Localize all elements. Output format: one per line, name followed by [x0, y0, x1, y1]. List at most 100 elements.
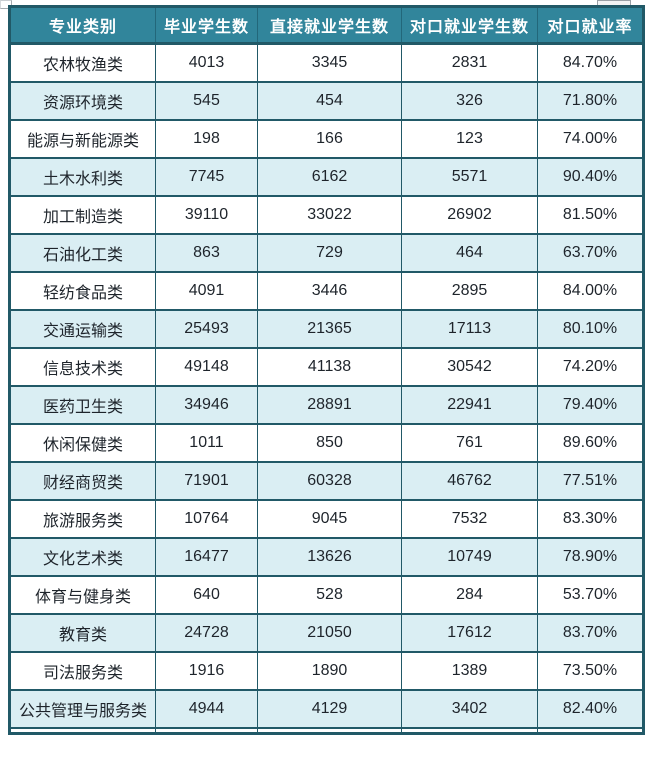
value-cell: 640: [155, 574, 258, 615]
value-cell: 1890: [257, 650, 402, 691]
table-body: 农林牧渔类 4013 3345 2831 84.70% 资源环境类 545 454 326 71.…: [9, 42, 644, 734]
value-cell: 3446: [257, 270, 402, 311]
value-cell: 71901: [155, 460, 258, 501]
category-cell: 交通运输类: [9, 308, 156, 349]
table-row: 能源与新能源类 198 166 123 74.00%: [9, 118, 644, 159]
value-cell: 9045: [257, 498, 402, 539]
table-row: 交通运输类 25493 21365 17113 80.10%: [9, 308, 644, 349]
empty-cell: [401, 726, 538, 734]
value-cell: 26902: [401, 194, 538, 235]
value-cell: 284: [401, 574, 538, 615]
value-cell: 4129: [257, 688, 402, 729]
value-cell: 7532: [401, 498, 538, 539]
corner-remnant-left: [0, 0, 12, 9]
table-row: 司法服务类 1916 1890 1389 73.50%: [9, 650, 644, 691]
category-cell: 财经商贸类: [9, 460, 156, 501]
category-cell: 轻纺食品类: [9, 270, 156, 311]
value-cell: 13626: [257, 536, 402, 577]
table-row: 资源环境类 545 454 326 71.80%: [9, 80, 644, 121]
value-cell: 84.00%: [537, 270, 644, 311]
value-cell: 545: [155, 80, 258, 121]
value-cell: 123: [401, 118, 538, 159]
table-row: 农林牧渔类 4013 3345 2831 84.70%: [9, 42, 644, 83]
value-cell: 4091: [155, 270, 258, 311]
empty-cell: [9, 726, 156, 734]
value-cell: 83.30%: [537, 498, 644, 539]
value-cell: 78.90%: [537, 536, 644, 577]
value-cell: 1011: [155, 422, 258, 463]
value-cell: 60328: [257, 460, 402, 501]
category-cell: 休闲保健类: [9, 422, 156, 463]
value-cell: 41138: [257, 346, 402, 387]
value-cell: 326: [401, 80, 538, 121]
value-cell: 10764: [155, 498, 258, 539]
category-cell: 文化艺术类: [9, 536, 156, 577]
value-cell: 77.51%: [537, 460, 644, 501]
table-row: 土木水利类 7745 6162 5571 90.40%: [9, 156, 644, 197]
value-cell: 90.40%: [537, 156, 644, 197]
category-cell: 加工制造类: [9, 194, 156, 235]
table-row: 体育与健身类 640 528 284 53.70%: [9, 574, 644, 615]
table-row: 休闲保健类 1011 850 761 89.60%: [9, 422, 644, 463]
value-cell: 80.10%: [537, 308, 644, 349]
value-cell: 528: [257, 574, 402, 615]
value-cell: 71.80%: [537, 80, 644, 121]
value-cell: 21050: [257, 612, 402, 653]
value-cell: 34946: [155, 384, 258, 425]
category-cell: 土木水利类: [9, 156, 156, 197]
table-row: 财经商贸类 71901 60328 46762 77.51%: [9, 460, 644, 501]
category-cell: 农林牧渔类: [9, 42, 156, 83]
value-cell: 7745: [155, 156, 258, 197]
header-row: 专业类别 毕业学生数 直接就业学生数 对口就业学生数 对口就业率: [9, 6, 644, 45]
table-row: 医药卫生类 34946 28891 22941 79.40%: [9, 384, 644, 425]
empty-cell: [257, 726, 402, 734]
value-cell: 4013: [155, 42, 258, 83]
value-cell: 46762: [401, 460, 538, 501]
value-cell: 30542: [401, 346, 538, 387]
value-cell: 63.70%: [537, 232, 644, 273]
value-cell: 81.50%: [537, 194, 644, 235]
value-cell: 21365: [257, 308, 402, 349]
value-cell: 1389: [401, 650, 538, 691]
column-header: 专业类别: [9, 6, 156, 45]
category-cell: 教育类: [9, 612, 156, 653]
value-cell: 1916: [155, 650, 258, 691]
value-cell: 3402: [401, 688, 538, 729]
column-header: 直接就业学生数: [257, 6, 402, 45]
value-cell: 3345: [257, 42, 402, 83]
category-cell: 旅游服务类: [9, 498, 156, 539]
value-cell: 17113: [401, 308, 538, 349]
value-cell: 74.00%: [537, 118, 644, 159]
value-cell: 6162: [257, 156, 402, 197]
value-cell: 39110: [155, 194, 258, 235]
value-cell: 79.40%: [537, 384, 644, 425]
value-cell: 74.20%: [537, 346, 644, 387]
table-row: 教育类 24728 21050 17612 83.70%: [9, 612, 644, 653]
value-cell: 24728: [155, 612, 258, 653]
category-cell: 医药卫生类: [9, 384, 156, 425]
table-row: 石油化工类 863 729 464 63.70%: [9, 232, 644, 273]
empty-cell: [155, 726, 258, 734]
value-cell: 22941: [401, 384, 538, 425]
value-cell: 84.70%: [537, 42, 644, 83]
value-cell: 25493: [155, 308, 258, 349]
table-row: 加工制造类 39110 33022 26902 81.50%: [9, 194, 644, 235]
column-header: 毕业学生数: [155, 6, 258, 45]
employment-table: 专业类别 毕业学生数 直接就业学生数 对口就业学生数 对口就业率 农林牧渔类 4013 33…: [8, 5, 645, 735]
table-row: 公共管理与服务类 4944 4129 3402 82.40%: [9, 688, 644, 729]
category-cell: 资源环境类: [9, 80, 156, 121]
value-cell: 850: [257, 422, 402, 463]
value-cell: 729: [257, 232, 402, 273]
empty-cell: [537, 726, 644, 734]
table-row: 信息技术类 49148 41138 30542 74.20%: [9, 346, 644, 387]
value-cell: 17612: [401, 612, 538, 653]
table-row: 轻纺食品类 4091 3446 2895 84.00%: [9, 270, 644, 311]
category-cell: 司法服务类: [9, 650, 156, 691]
value-cell: 53.70%: [537, 574, 644, 615]
column-header: 对口就业学生数: [401, 6, 538, 45]
value-cell: 166: [257, 118, 402, 159]
value-cell: 5571: [401, 156, 538, 197]
value-cell: 2895: [401, 270, 538, 311]
value-cell: 73.50%: [537, 650, 644, 691]
